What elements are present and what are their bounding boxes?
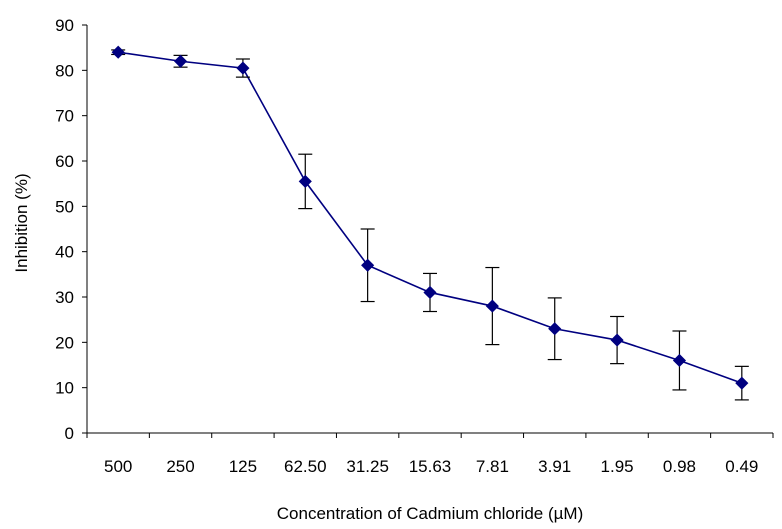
- x-tick-label: 0.98: [663, 457, 696, 476]
- plot-area: [111, 45, 749, 401]
- data-point: [548, 322, 562, 336]
- data-point: [173, 54, 188, 68]
- y-tick-label: 60: [55, 152, 74, 171]
- y-tick-label: 0: [65, 424, 74, 443]
- data-point: [610, 333, 624, 347]
- data-point: [361, 258, 375, 272]
- x-tick-label: 7.81: [476, 457, 509, 476]
- data-point: [672, 353, 687, 368]
- x-tick-labels: 500 250 125 62.50 31.25 15.63 7.81 3.91 1.95 0.98…: [104, 457, 758, 476]
- data-point: [298, 174, 312, 188]
- y-tick-label: 90: [55, 16, 74, 35]
- y-tick-label: 30: [55, 288, 74, 307]
- y-tick-label: 10: [55, 379, 74, 398]
- data-point: [735, 376, 749, 390]
- x-tick-label: 3.91: [538, 457, 571, 476]
- y-tick-label: 80: [55, 61, 74, 80]
- x-tick-label: 15.63: [409, 457, 452, 476]
- x-tick-label: 31.25: [346, 457, 389, 476]
- y-axis-title: Inhibition (%): [12, 173, 31, 272]
- y-tick-label: 20: [55, 333, 74, 352]
- series-line: [118, 51, 743, 384]
- data-point: [423, 285, 437, 300]
- axes: [82, 24, 774, 438]
- x-tick-label: 125: [229, 457, 257, 476]
- x-tick-label: 0.49: [725, 457, 758, 476]
- x-tick-label: 500: [104, 457, 132, 476]
- data-point: [485, 299, 499, 313]
- x-axis-title: Concentration of Cadmium chloride (µM): [277, 504, 583, 523]
- y-tick-label: 50: [55, 197, 74, 216]
- x-tick-label: 62.50: [284, 457, 327, 476]
- y-tick-label: 70: [55, 107, 74, 126]
- y-tick-label: 40: [55, 243, 74, 262]
- data-point: [236, 61, 250, 75]
- y-tick-labels: 0 10 20 30 40 50 60 70 80 90: [55, 16, 74, 443]
- data-point: [111, 45, 125, 59]
- x-tick-label: 1.95: [601, 457, 634, 476]
- x-tick-label: 250: [166, 457, 194, 476]
